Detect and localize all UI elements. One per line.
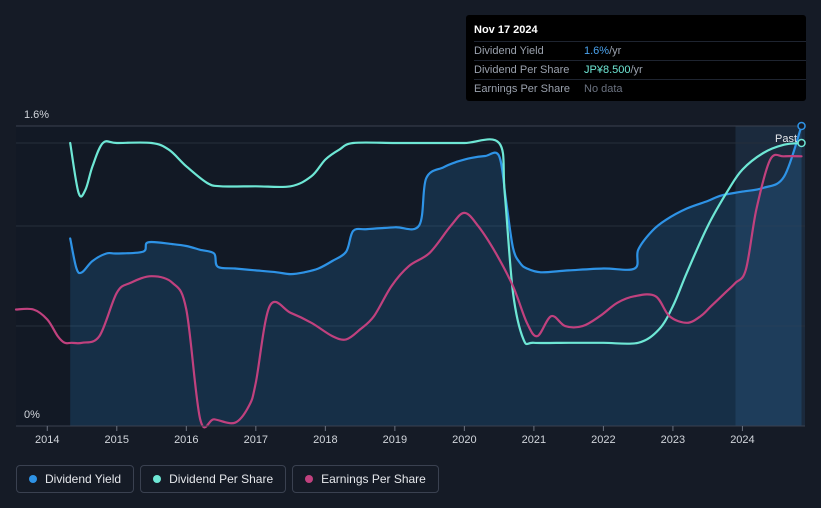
- x-tick-label: 2014: [35, 434, 59, 446]
- earnings-per-share-line: [14, 153, 803, 429]
- dividend-per-share-line: [69, 138, 803, 346]
- x-tick-label: 2024: [730, 434, 754, 446]
- past-label: Past: [775, 133, 797, 145]
- hover-tooltip: Nov 17 2024 Dividend Yield 1.6% /yr Divi…: [466, 15, 806, 101]
- area-fills: [70, 126, 802, 426]
- legend-dot-icon: [153, 475, 162, 483]
- legend-item-earnings-per-share[interactable]: Earnings Per Share: [292, 465, 439, 493]
- legend-item-dividend-per-share[interactable]: Dividend Per Share: [140, 465, 287, 493]
- x-tick-label: 2015: [105, 434, 129, 446]
- tooltip-date: Nov 17 2024: [474, 24, 538, 36]
- legend-dot-icon: [305, 475, 314, 483]
- tooltip-label: Earnings Per Share: [474, 83, 570, 95]
- dividend-yield-end-marker: [797, 121, 806, 131]
- legend-label: Dividend Per Share: [169, 472, 274, 486]
- tooltip-label: Dividend Yield: [474, 45, 544, 57]
- series-lines: [14, 121, 806, 429]
- dividend-yield-area: [70, 126, 802, 426]
- tooltip-value: No data: [584, 83, 623, 95]
- x-tick-label: 2017: [244, 434, 268, 446]
- legend-label: Earnings Per Share: [321, 472, 426, 486]
- y-label-bottom: 0%: [24, 409, 40, 421]
- x-tick-label: 2018: [313, 434, 337, 446]
- dividend-per-share-end-marker: [797, 138, 806, 148]
- tooltip-unit: /yr: [630, 64, 643, 76]
- legend-item-dividend-yield[interactable]: Dividend Yield: [16, 465, 135, 493]
- y-label-top: 1.6%: [24, 109, 49, 121]
- tooltip-row-dividend-per-share: Dividend Per Share JP¥8.500 /yr: [474, 60, 806, 79]
- tooltip-row-earnings-per-share: Earnings Per Share No data: [474, 79, 806, 98]
- x-tick-label: 2016: [174, 434, 198, 446]
- tooltip-value: 1.6%: [584, 45, 610, 57]
- x-tick-label: 2023: [661, 434, 685, 446]
- x-tick-label: 2020: [452, 434, 476, 446]
- legend-dot-icon: [29, 475, 37, 483]
- dividend-yield-line: [69, 124, 803, 276]
- x-tick-label: 2019: [383, 434, 407, 446]
- x-tick-label: 2021: [522, 434, 546, 446]
- tooltip-row-dividend-yield: Dividend Yield 1.6% /yr: [474, 41, 806, 60]
- tooltip-value: JP¥8.500: [584, 64, 631, 76]
- tooltip-unit: /yr: [609, 45, 622, 57]
- tooltip-label: Dividend Per Share: [474, 64, 570, 76]
- x-tick-label: 2022: [591, 434, 615, 446]
- x-axis: 2014 2015 2016 2017 2018 2019 2020 2021 2022 2023…: [16, 425, 805, 446]
- legend-label: Dividend Yield: [45, 472, 122, 486]
- past-region: [735, 126, 805, 426]
- legend: Dividend Yield Dividend Per Share Earnin…: [16, 465, 439, 493]
